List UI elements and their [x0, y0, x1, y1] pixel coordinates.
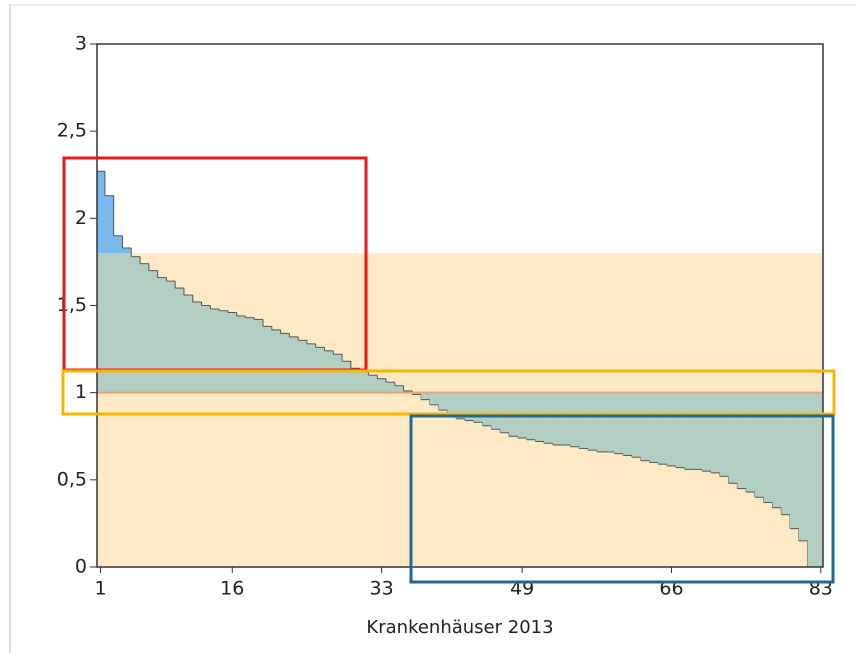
deviation-bar — [605, 392, 615, 452]
x-tick-label: 33 — [370, 578, 394, 600]
deviation-bar — [140, 263, 150, 393]
deviation-bar — [658, 392, 668, 465]
deviation-bar — [342, 361, 352, 393]
deviation-bar — [667, 392, 677, 466]
deviation-bar — [781, 392, 791, 515]
deviation-bar — [746, 392, 756, 493]
x-axis-label: Krankenhäuser 2013 — [366, 617, 553, 638]
deviation-bar — [166, 281, 176, 393]
deviation-bar — [289, 336, 299, 393]
deviation-bar — [816, 392, 824, 567]
deviation-bar — [719, 392, 729, 477]
deviation-bar — [359, 371, 369, 393]
deviation-bar — [737, 392, 747, 489]
deviation-bar — [684, 392, 694, 470]
deviation-bar — [438, 392, 448, 411]
deviation-bar — [772, 392, 782, 508]
y-tick-label: 1,5 — [57, 294, 87, 316]
deviation-bar — [368, 375, 378, 393]
deviation-bar — [97, 253, 106, 393]
deviation-bar — [702, 392, 712, 472]
deviation-bar — [693, 392, 703, 470]
deviation-bar — [596, 392, 606, 452]
deviation-bar — [421, 392, 431, 400]
deviation-bar — [790, 392, 800, 529]
deviation-bar — [350, 368, 360, 393]
highlight-blue — [409, 414, 835, 584]
deviation-bar — [377, 378, 387, 393]
deviation-bar — [271, 329, 281, 393]
deviation-bar — [491, 392, 501, 430]
highlight-yellow — [61, 369, 836, 416]
x-tick-label: 16 — [220, 578, 244, 600]
deviation-bar — [298, 340, 308, 393]
deviation-bar — [579, 392, 589, 449]
plot-area: 00,511,522,531 16 33 49 66 83 — [57, 33, 833, 600]
deviation-bar — [588, 392, 598, 451]
deviation-bar — [631, 392, 642, 458]
deviation-bar — [711, 392, 721, 473]
y-tick-label: 0,5 — [57, 468, 87, 490]
above-band-bar — [104, 195, 114, 254]
deviation-bar — [148, 270, 158, 393]
y-tick-label: 2,5 — [57, 120, 87, 142]
deviation-bar — [614, 392, 624, 454]
deviation-bar — [473, 392, 483, 423]
deviation-bar — [754, 392, 765, 498]
y-tick-label: 3 — [75, 33, 87, 55]
deviation-bar — [763, 392, 773, 503]
above-band-bar — [97, 171, 106, 254]
deviation-bar — [465, 392, 475, 421]
above-band-bar — [122, 247, 132, 254]
deviation-bar — [640, 392, 650, 461]
deviation-bar — [219, 310, 229, 393]
deviation-bar — [798, 392, 808, 541]
x-tick-label: 1 — [94, 578, 106, 600]
deviation-bar — [306, 343, 317, 393]
deviation-bar — [131, 256, 141, 393]
deviation-bar — [254, 319, 264, 393]
deviation-bar — [192, 302, 202, 393]
deviation-bar — [385, 382, 396, 393]
deviation-bar — [807, 392, 817, 567]
deviation-bar — [456, 392, 466, 419]
deviation-bar — [333, 354, 343, 393]
deviation-bar — [394, 385, 404, 393]
above-band-bar — [113, 235, 123, 254]
y-tick-label: 2 — [75, 207, 87, 229]
deviation-bar — [263, 326, 273, 393]
deviation-bar — [447, 392, 457, 416]
deviation-bar — [280, 333, 290, 393]
deviation-bar — [429, 392, 439, 405]
deviation-bar — [623, 392, 633, 456]
deviation-bar — [236, 315, 246, 393]
deviation-bar — [227, 312, 237, 393]
y-tick-label: 0 — [75, 556, 87, 578]
deviation-bar — [482, 392, 492, 426]
deviation-bar — [245, 317, 255, 393]
deviation-bar — [570, 392, 580, 447]
deviation-bar — [175, 288, 185, 393]
deviation-bar — [157, 277, 167, 393]
deviation-bar — [561, 392, 571, 445]
deviation-bar — [104, 253, 114, 393]
deviation-bar — [113, 253, 123, 393]
deviation-bar — [183, 295, 194, 393]
deviation-bar — [122, 253, 132, 393]
deviation-bar — [201, 305, 211, 393]
deviation-bar — [675, 392, 685, 468]
deviation-bar — [552, 392, 562, 445]
deviation-bar — [728, 392, 738, 484]
deviation-bar — [649, 392, 659, 463]
y-tick-label: 1 — [75, 381, 87, 403]
deviation-bar — [544, 392, 554, 444]
deviation-bar — [210, 308, 220, 393]
